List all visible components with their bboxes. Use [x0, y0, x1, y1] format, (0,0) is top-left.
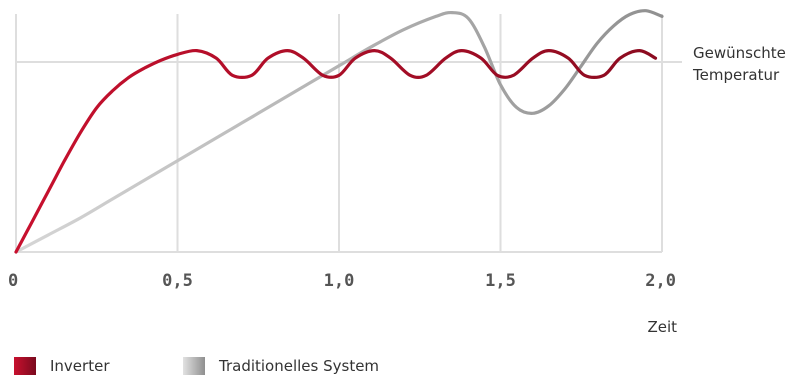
x-tick-label-1: 0,5 [162, 271, 193, 291]
legend-swatch-traditional [183, 357, 205, 375]
legend-item-inverter: Inverter [14, 357, 109, 375]
reference-label-line-2: Temperatur [692, 66, 780, 84]
legend-swatch-inverter [14, 357, 36, 375]
reference-label-line-1: Gewünschte [693, 44, 786, 62]
series-line-traditional [14, 9, 664, 254]
x-tick-label-2: 1,0 [324, 271, 355, 291]
legend-label-inverter: Inverter [50, 357, 110, 375]
x-tick-label-0: 0 [8, 271, 18, 291]
x-tick-label-3: 1,5 [485, 271, 516, 291]
x-axis-label: Zeit [647, 318, 677, 336]
series-line-inverter [14, 48, 658, 254]
x-tick-label-4: 2,0 [645, 271, 676, 291]
legend-item-traditional: Traditionelles System [183, 357, 379, 375]
legend-label-traditional: Traditionelles System [219, 357, 380, 375]
